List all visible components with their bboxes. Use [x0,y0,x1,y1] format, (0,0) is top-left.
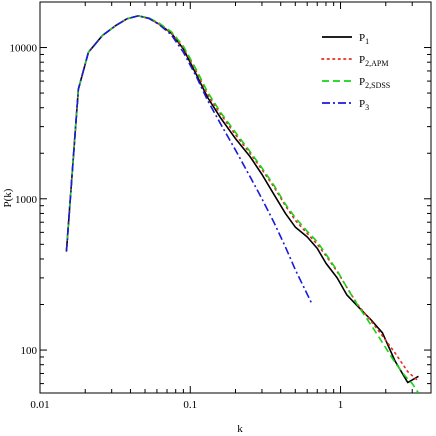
legend-label-main: P [359,76,365,88]
x-axis-title: k [237,423,243,435]
y-tick-label: 1000 [15,194,38,206]
y-tick-label: 10000 [10,43,38,55]
y-axis-ticks: 100 1000 10000 [10,1,431,385]
legend-label-sub: 3 [365,103,369,112]
series-layer [65,15,420,393]
series-line-3 [65,15,420,393]
y-axis-title: P(k) [2,188,14,207]
x-tick-label: 0.01 [30,399,49,411]
legend-label-main: P [359,98,365,110]
legend-label-main: P [359,32,365,44]
series-line-4 [65,15,313,304]
legend-label: P2,APM [359,54,388,68]
x-tick-label: 0.1 [183,399,197,411]
y-tick-label: 100 [21,345,38,357]
series-line-1 [65,15,419,384]
legend-label-sub: 2,SDSS [365,81,390,90]
x-tick-label: 1 [338,399,344,411]
legend-label-sub: 1 [365,37,369,46]
series-line-2 [65,15,418,381]
legend-label-main: P [359,54,365,66]
legend-label-sub: 2,APM [365,59,388,68]
legend-label: P1 [359,32,369,46]
legend-label: P3 [359,98,369,112]
legend-label: P2,SDSS [359,76,390,90]
x-axis-ticks: 0.01 0.1 1 [30,2,432,411]
